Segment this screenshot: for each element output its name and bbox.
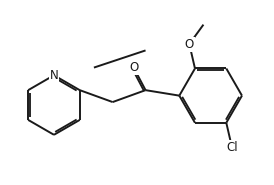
Text: O: O xyxy=(129,61,138,74)
Text: N: N xyxy=(50,69,58,82)
Text: O: O xyxy=(185,38,194,51)
Text: Cl: Cl xyxy=(226,141,238,154)
